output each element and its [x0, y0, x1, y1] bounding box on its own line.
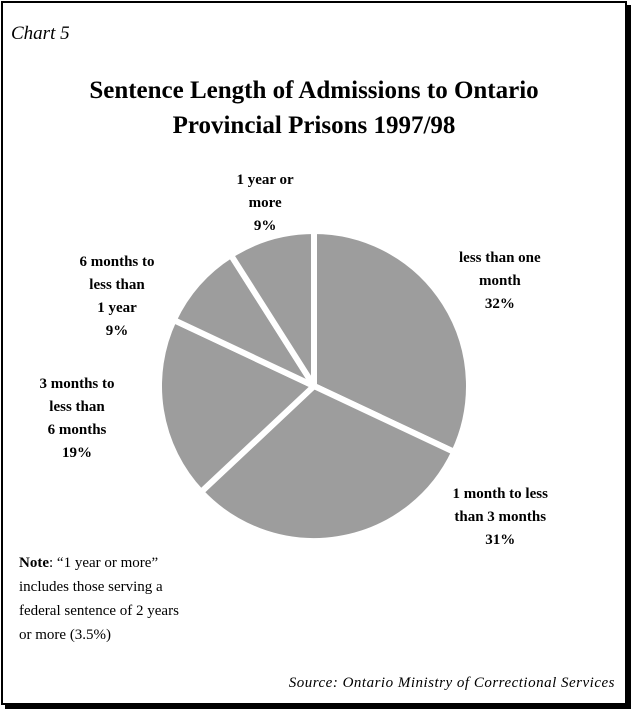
- slice-label-4: 6 months to less than 1 year 9%: [80, 251, 155, 343]
- pie-chart: [156, 228, 472, 544]
- footnote: Note: “1 year or more” includes those se…: [19, 551, 179, 647]
- pie-slice-1: [311, 228, 472, 455]
- slice-percent: 32%: [484, 296, 515, 312]
- chart-title-line-2: Provincial Prisons 1997/98: [172, 112, 456, 139]
- chart-number-label: Chart 5: [11, 23, 70, 44]
- note-line-3: federal sentence of 2 years: [19, 603, 179, 619]
- slice-label-1: less than one month 32%: [459, 247, 541, 316]
- slice-percent: 31%: [485, 532, 516, 548]
- chart-title-line-1: Sentence Length of Admissions to Ontario: [89, 77, 539, 104]
- source-credit: Source: Ontario Ministry of Correctional…: [288, 675, 615, 691]
- slice-label-line: less than: [89, 277, 145, 293]
- pie-slice-2: [198, 383, 458, 544]
- note-line-4: or more (3.5%): [19, 627, 112, 643]
- slice-label-line: 1 year or: [236, 172, 294, 188]
- slice-label-2: 1 month to less than 3 months 31%: [453, 483, 548, 552]
- slice-label-line: less than: [49, 399, 105, 415]
- slice-percent: 9%: [105, 323, 129, 339]
- chart-title: Sentence Length of Admissions to Ontario…: [3, 73, 625, 143]
- slice-label-line: more: [248, 195, 282, 211]
- slice-label-line: less than one: [459, 250, 541, 266]
- slice-label-line: 6 months: [47, 422, 107, 438]
- pie-slice-5: [227, 228, 317, 389]
- note-text-1: : “1 year or more”: [49, 555, 159, 571]
- note-line-2: includes those serving a: [19, 579, 163, 595]
- slice-label-line: 6 months to: [79, 254, 155, 270]
- note-line-1: Note: “1 year or more”: [19, 551, 179, 575]
- slice-percent: 9%: [253, 218, 277, 234]
- slice-label-3: 3 months to less than 6 months 19%: [40, 373, 115, 465]
- slice-label-line: 1 month to less: [452, 486, 548, 502]
- pie-slice-3: [156, 317, 317, 496]
- slice-label-5: 1 year or more 9%: [237, 169, 294, 238]
- slice-percent: 19%: [62, 445, 92, 461]
- slice-label-line: month: [479, 273, 521, 289]
- note-lead: Note: [19, 555, 49, 571]
- slice-label-line: than 3 months: [454, 509, 547, 525]
- slice-label-line: 1 year: [97, 300, 137, 316]
- slice-label-line: 3 months to: [39, 376, 115, 392]
